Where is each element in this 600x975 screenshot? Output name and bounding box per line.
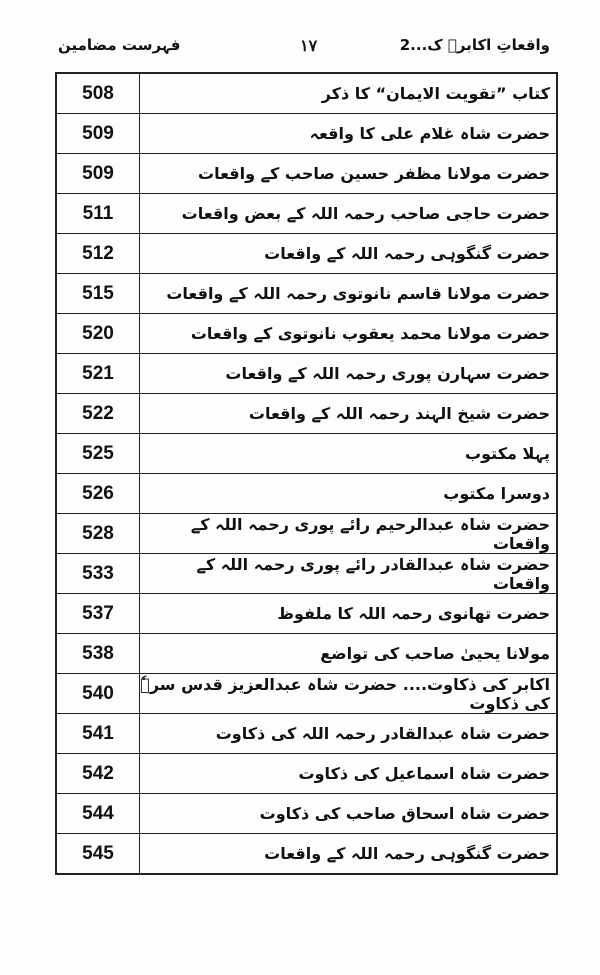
page-ref: 541 xyxy=(55,713,140,754)
entry-title: حضرت شاہ اسحاق صاحب کی ذکاوت xyxy=(139,793,558,834)
page-ref: 521 xyxy=(55,353,140,394)
table-row: 515 حضرت مولانا قاسم نانوتوی رحمہ اللہ کے… xyxy=(55,273,558,314)
table-row: 512 حضرت گنگوہی رحمہ اللہ کے واقعات xyxy=(55,233,558,274)
page-ref: 509 xyxy=(55,153,140,194)
entry-title: اکابر کی ذکاوت.... حضرت شاہ عبدالعزیز قد… xyxy=(139,673,558,714)
entry-title: حضرت شیخ الہند رحمہ اللہ کے واقعات xyxy=(139,393,558,434)
entry-title: حضرت سہارن پوری رحمہ اللہ کے واقعات xyxy=(139,353,558,394)
entry-title: حضرت تھانوی رحمہ اللہ کا ملفوظ xyxy=(139,593,558,634)
table-row: 542 حضرت شاہ اسماعیل کی ذکاوت xyxy=(55,753,558,794)
page-ref: 509 xyxy=(55,113,140,154)
page-ref: 526 xyxy=(55,473,140,514)
table-row: 541 حضرت شاہ عبدالقادر رحمہ اللہ کی ذکاوت xyxy=(55,713,558,754)
page-ref: 512 xyxy=(55,233,140,274)
table-row: 520 حضرت مولانا محمد یعقوب نانوتوی کے واق… xyxy=(55,313,558,354)
entry-title: حضرت شاہ عبدالرحیم رائے پوری رحمہ اللہ ک… xyxy=(139,513,558,554)
contents-table: 508 کتاب ”تقویت الایمان“ کا ذکر 509 حضرت شا… xyxy=(55,72,558,875)
table-row: 509 حضرت شاہ غلام علی کا واقعہ xyxy=(55,113,558,154)
table-row: 521 حضرت سہارن پوری رحمہ اللہ کے واقعات xyxy=(55,353,558,394)
page-ref: 511 xyxy=(55,193,140,234)
entry-title: حضرت مولانا محمد یعقوب نانوتوی کے واقعات xyxy=(139,313,558,354)
entry-title: کتاب ”تقویت الایمان“ کا ذکر xyxy=(139,72,558,114)
entry-title: حضرت شاہ غلام علی کا واقعہ xyxy=(139,113,558,154)
entry-title: حضرت گنگوہی رحمہ اللہ کے واقعات xyxy=(139,233,558,274)
table-row: 538 مولانا یحییٰ صاحب کی تواضع xyxy=(55,633,558,674)
book-title: واقعاتِ اکابرؒ ک...2 xyxy=(399,36,550,54)
table-row: 526 دوسرا مکتوب xyxy=(55,473,558,514)
page-ref: 515 xyxy=(55,273,140,314)
page-ref: 540 xyxy=(55,673,140,714)
table-row: 533 حضرت شاہ عبدالقادر رائے پوری رحمہ الل… xyxy=(55,553,558,594)
entry-title: حضرت مولانا مظفر حسین صاحب کے واقعات xyxy=(139,153,558,194)
page-ref: 542 xyxy=(55,753,140,794)
table-row: 545 حضرت گنگوہی رحمہ اللہ کے واقعات xyxy=(55,833,558,875)
entry-title: دوسرا مکتوب xyxy=(139,473,558,514)
entry-title: پہلا مکتوب xyxy=(139,433,558,474)
table-row: 540 اکابر کی ذکاوت.... حضرت شاہ عبدالعزیز… xyxy=(55,673,558,714)
entry-title: حضرت حاجی صاحب رحمہ اللہ کے بعض واقعات xyxy=(139,193,558,234)
table-row: 544 حضرت شاہ اسحاق صاحب کی ذکاوت xyxy=(55,793,558,834)
page-number: ١٧ xyxy=(300,38,318,55)
page-ref: 544 xyxy=(55,793,140,834)
page-ref: 522 xyxy=(55,393,140,434)
entry-title: مولانا یحییٰ صاحب کی تواضع xyxy=(139,633,558,674)
table-row: 522 حضرت شیخ الہند رحمہ اللہ کے واقعات xyxy=(55,393,558,434)
page-ref: 533 xyxy=(55,553,140,594)
page-ref: 538 xyxy=(55,633,140,674)
table-row: 511 حضرت حاجی صاحب رحمہ اللہ کے بعض واقعا… xyxy=(55,193,558,234)
table-row: 508 کتاب ”تقویت الایمان“ کا ذکر xyxy=(55,72,558,114)
entry-title: حضرت شاہ اسماعیل کی ذکاوت xyxy=(139,753,558,794)
entry-title: حضرت مولانا قاسم نانوتوی رحمہ اللہ کے وا… xyxy=(139,273,558,314)
page-ref: 508 xyxy=(55,72,140,114)
page-ref: 520 xyxy=(55,313,140,354)
table-row: 525 پہلا مکتوب xyxy=(55,433,558,474)
page-ref: 525 xyxy=(55,433,140,474)
table-row: 537 حضرت تھانوی رحمہ اللہ کا ملفوظ xyxy=(55,593,558,634)
entry-title: حضرت گنگوہی رحمہ اللہ کے واقعات xyxy=(139,833,558,875)
page-ref: 537 xyxy=(55,593,140,634)
page-ref: 528 xyxy=(55,513,140,554)
entry-title: حضرت شاہ عبدالقادر رحمہ اللہ کی ذکاوت xyxy=(139,713,558,754)
table-row: 509 حضرت مولانا مظفر حسین صاحب کے واقعات xyxy=(55,153,558,194)
page-ref: 545 xyxy=(55,833,140,875)
table-row: 528 حضرت شاہ عبدالرحیم رائے پوری رحمہ الل… xyxy=(55,513,558,554)
entry-title: حضرت شاہ عبدالقادر رائے پوری رحمہ اللہ ک… xyxy=(139,553,558,594)
section-title: فہرست مضامین xyxy=(58,36,181,54)
